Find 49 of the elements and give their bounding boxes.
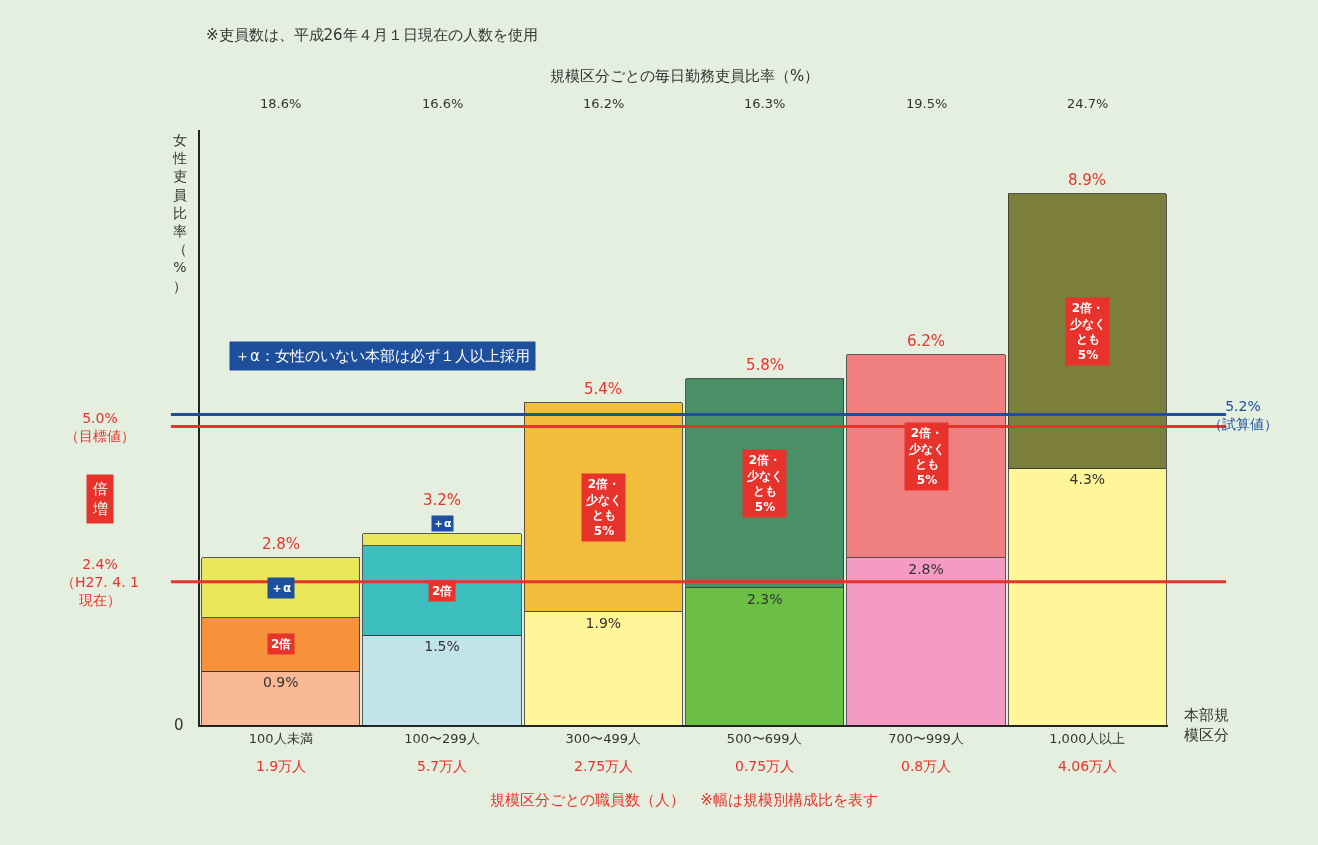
x-tick-label: 300〜499人 — [565, 730, 642, 746]
text: 18.6% — [260, 96, 302, 111]
annotation: 本部規模区分 — [1184, 706, 1229, 744]
data-label: 0.9% — [262, 674, 299, 691]
total-label: 6.2% — [907, 332, 946, 350]
annotation: 0 — [174, 716, 184, 734]
annotation: ＋α — [271, 581, 292, 595]
x-tick-label: 100人未満 — [248, 730, 313, 746]
text: 19.5% — [906, 96, 948, 111]
ref-line-label: 5.0%（目標値） — [65, 410, 135, 445]
annotation: 2倍・少なくとも5% — [746, 453, 783, 514]
x-tick-label: 700〜999人 — [888, 730, 964, 746]
total-label: 5.8% — [746, 356, 785, 374]
x2-axis-title: 規模区分ごとの毎日勤務吏員比率（%） — [550, 67, 820, 85]
x-axis-title: 規模区分ごとの職員数（人） ※幅は規模別構成比を表す — [490, 791, 878, 810]
total-label: 2.8% — [262, 535, 301, 553]
text: 女性吏員比率（%） — [173, 132, 187, 294]
ref-line-label: 5.2%（試算値） — [1208, 398, 1278, 433]
x-tick-label: 1,000人以上 — [1049, 730, 1126, 746]
text: 16.3% — [744, 96, 786, 111]
text: 2.75万人 — [574, 758, 634, 774]
text: ※吏員数は、平成26年４月１日現在の人数を使用 — [206, 26, 538, 44]
text: 1.9万人 — [256, 758, 307, 774]
annotation: 2倍・少なくとも5% — [585, 477, 622, 538]
data-label: 1.5% — [424, 638, 460, 655]
text: 5.7万人 — [417, 758, 468, 774]
annotation: 2倍 — [271, 637, 292, 651]
ref-line-label: 2.4%（H27. 4. 1現在） — [61, 556, 139, 609]
text: 0.75万人 — [735, 758, 795, 774]
text: 0.8万人 — [901, 758, 952, 774]
data-label: 2.8% — [908, 560, 944, 577]
text: 倍増 — [92, 480, 108, 518]
annotation: 2倍・少なくとも5% — [908, 426, 945, 487]
annotation: 2倍 — [432, 584, 453, 598]
annotation: 2倍・少なくとも5% — [1069, 301, 1106, 362]
total-label: 3.2% — [423, 491, 462, 509]
total-label: 8.9% — [1068, 171, 1107, 189]
text: 4.06万人 — [1058, 758, 1118, 774]
data-label: 4.3% — [1069, 471, 1106, 488]
annotation: ＋α：女性のいない本部は必ず１人以上採用 — [235, 347, 530, 365]
text: 16.6% — [422, 96, 464, 111]
x-tick-label: 500〜699人 — [726, 730, 803, 746]
text: 16.2% — [583, 96, 625, 111]
text: 24.7% — [1067, 96, 1109, 111]
data-label: 2.3% — [746, 590, 783, 607]
annotation: ＋α — [433, 517, 452, 530]
x-tick-label: 100〜299人 — [404, 730, 480, 746]
data-label: 1.9% — [585, 614, 622, 631]
total-label: 5.4% — [584, 380, 623, 398]
